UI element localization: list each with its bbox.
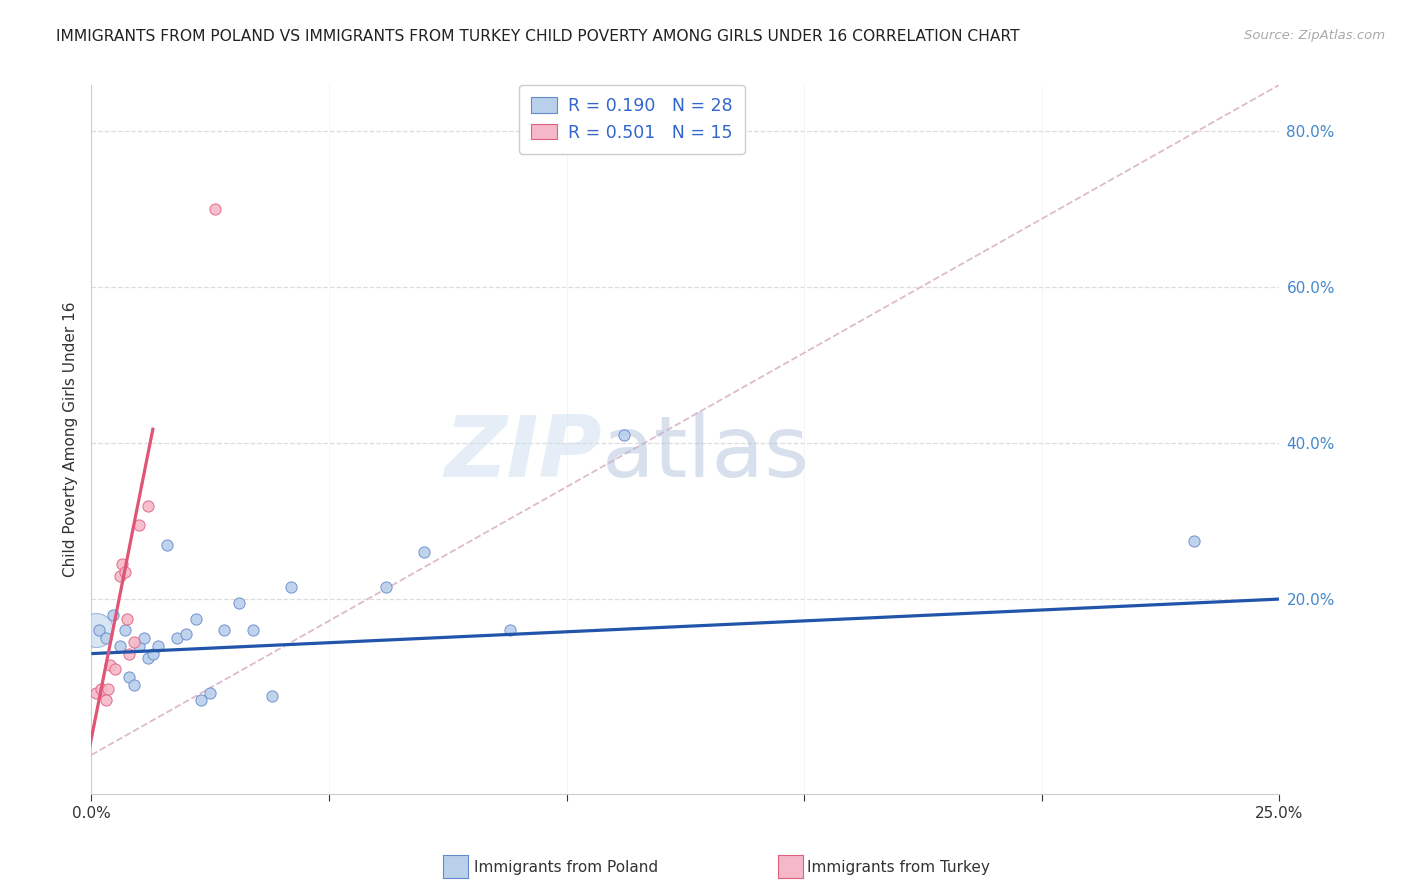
- Point: [280, 580, 302, 594]
- Point: [498, 624, 520, 638]
- Point: [413, 545, 436, 559]
- Point: [142, 647, 165, 661]
- Point: [100, 658, 122, 673]
- Point: [176, 627, 198, 641]
- Y-axis label: Child Poverty Among Girls Under 16: Child Poverty Among Girls Under 16: [62, 301, 77, 577]
- Point: [204, 202, 226, 217]
- Point: [118, 647, 141, 661]
- Point: [97, 681, 120, 696]
- Point: [184, 611, 207, 625]
- Point: [122, 678, 145, 692]
- Point: [108, 568, 131, 582]
- Text: Immigrants from Turkey: Immigrants from Turkey: [807, 860, 990, 875]
- Point: [94, 693, 117, 707]
- Text: atlas: atlas: [602, 412, 810, 495]
- Point: [122, 635, 145, 649]
- Point: [132, 631, 155, 645]
- Point: [90, 681, 112, 696]
- Point: [114, 624, 136, 638]
- Text: Immigrants from Poland: Immigrants from Poland: [474, 860, 658, 875]
- Point: [613, 428, 636, 442]
- Point: [200, 685, 222, 699]
- Point: [87, 624, 110, 638]
- Point: [128, 639, 150, 653]
- Point: [111, 557, 134, 571]
- Legend: R = 0.190   N = 28, R = 0.501   N = 15: R = 0.190 N = 28, R = 0.501 N = 15: [519, 85, 745, 153]
- Point: [375, 580, 398, 594]
- Point: [190, 693, 212, 707]
- Point: [94, 631, 117, 645]
- Text: Source: ZipAtlas.com: Source: ZipAtlas.com: [1244, 29, 1385, 42]
- Point: [156, 537, 179, 551]
- Point: [128, 518, 150, 533]
- Point: [104, 662, 127, 676]
- Text: ZIP: ZIP: [444, 412, 602, 495]
- Point: [101, 607, 124, 622]
- Point: [242, 624, 264, 638]
- Point: [166, 631, 188, 645]
- Point: [84, 624, 107, 638]
- Point: [115, 611, 138, 625]
- Point: [114, 565, 136, 579]
- Point: [84, 685, 107, 699]
- Point: [260, 690, 283, 704]
- Point: [138, 499, 160, 513]
- Point: [118, 670, 141, 684]
- Point: [1182, 533, 1205, 548]
- Point: [108, 639, 131, 653]
- Point: [146, 639, 169, 653]
- Point: [228, 596, 250, 610]
- Point: [138, 650, 160, 665]
- Text: IMMIGRANTS FROM POLAND VS IMMIGRANTS FROM TURKEY CHILD POVERTY AMONG GIRLS UNDER: IMMIGRANTS FROM POLAND VS IMMIGRANTS FRO…: [56, 29, 1019, 44]
- Point: [214, 624, 236, 638]
